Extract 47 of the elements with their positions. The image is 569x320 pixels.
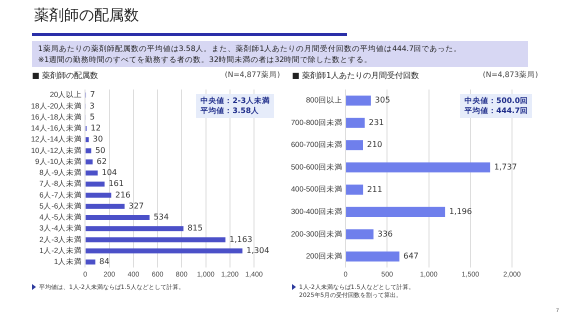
bar [346, 118, 365, 128]
text: 薬剤師の配属数 [34, 6, 139, 25]
bar [346, 140, 364, 150]
data-label: 62 [96, 156, 107, 166]
data-label: 216 [115, 190, 131, 200]
data-label: 50 [95, 146, 106, 155]
data-label: 7 [90, 90, 96, 100]
bar [86, 226, 184, 232]
data-label: 305 [374, 96, 390, 105]
bar [86, 215, 150, 220]
data-label: 1,304 [246, 246, 270, 255]
data-label: 12 [90, 124, 101, 133]
bar [86, 159, 93, 164]
data-label: 231 [368, 118, 384, 127]
bar [86, 148, 92, 154]
bar [86, 237, 226, 242]
data-label: 211 [367, 184, 382, 194]
bar [86, 260, 96, 265]
data-label: 84 [99, 257, 110, 266]
data-label: 336 [377, 229, 393, 238]
data-label: 327 [128, 201, 144, 210]
bar [346, 251, 400, 262]
bar [86, 182, 105, 187]
bar [346, 184, 364, 195]
chart-title: ■ 薬剤師の配属数 [32, 70, 98, 81]
data-label: 815 [187, 224, 203, 233]
bar [86, 192, 112, 198]
bar [346, 206, 446, 217]
data-label: 104 [102, 168, 118, 178]
data-label: 1,196 [449, 207, 472, 216]
data-label: 647 [403, 252, 419, 261]
bar [86, 137, 89, 142]
chart-title: ■ 薬剤師1人あたりの月間受付回数 [292, 70, 420, 81]
bar [346, 162, 490, 172]
bar [86, 170, 98, 176]
data-label: 1,737 [494, 162, 518, 172]
bar [346, 96, 371, 106]
data-label: 3 [90, 101, 95, 110]
bar [346, 229, 374, 240]
bar [86, 204, 125, 209]
data-label: 30 [92, 134, 103, 144]
bar [86, 248, 242, 254]
data-label: 210 [367, 140, 382, 150]
data-label: 534 [154, 212, 169, 222]
data-label: 1,163 [229, 234, 252, 244]
data-label: 5 [90, 112, 95, 122]
data-label: 161 [108, 179, 124, 188]
